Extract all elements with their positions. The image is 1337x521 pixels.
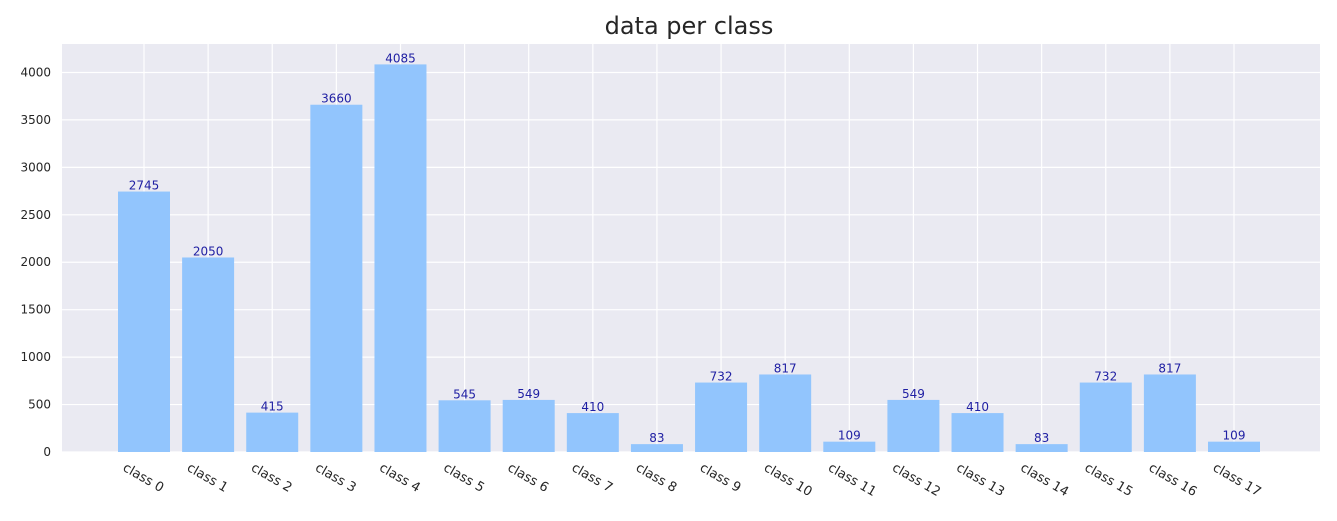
data-label: 83 (1034, 431, 1049, 445)
x-tick-label: class 7 (569, 460, 615, 495)
bar (1208, 441, 1260, 452)
y-tick-label: 1000 (20, 350, 51, 364)
x-tick-label: class 8 (633, 460, 679, 495)
x-tick-label: class 11 (825, 460, 878, 499)
data-labels: 2745 2050 415 3660 4085 545 549 410 83 732 817 109 5… (129, 51, 1246, 445)
data-label: 83 (649, 431, 664, 445)
x-tick-label: class 0 (120, 460, 166, 495)
data-label: 817 (1158, 361, 1181, 375)
bar (1079, 382, 1132, 452)
data-label: 545 (453, 387, 476, 401)
x-tick-label: class 6 (505, 460, 551, 495)
x-tick-label: class 5 (441, 460, 487, 495)
data-label: 109 (838, 429, 861, 443)
data-label: 817 (774, 361, 797, 375)
bar (182, 257, 235, 452)
bar (1143, 374, 1196, 452)
bar (438, 400, 491, 452)
y-tick-label: 4000 (20, 65, 51, 79)
x-tick-label: class 13 (954, 460, 1007, 499)
bar (502, 399, 555, 452)
x-tick-label: class 12 (889, 460, 942, 499)
y-tick-label: 3000 (20, 160, 51, 174)
y-tick-label: 2500 (20, 208, 51, 222)
bar (246, 412, 299, 452)
x-tick-label: class 10 (761, 460, 814, 499)
bar (310, 104, 363, 452)
y-tick-label: 2000 (20, 255, 51, 269)
data-label: 415 (261, 400, 284, 414)
y-tick-label: 1500 (20, 303, 51, 317)
x-tick-label: class 3 (312, 460, 358, 495)
x-tick-label: class 2 (248, 460, 294, 495)
data-label: 3660 (321, 92, 352, 106)
y-tick-label: 0 (43, 445, 51, 459)
data-label: 109 (1223, 429, 1246, 443)
x-tick-label: class 14 (1018, 460, 1071, 499)
x-tick-label: class 15 (1082, 460, 1135, 499)
bar (823, 441, 876, 452)
x-tick-label: class 16 (1146, 460, 1199, 499)
x-axis-ticks: class 0 class 1 class 2 class 3 class 4 class… (120, 460, 1263, 499)
x-tick-label: class 17 (1210, 460, 1263, 499)
data-label: 4085 (385, 51, 416, 65)
bar (630, 444, 683, 452)
bar (374, 64, 427, 453)
bar (951, 413, 1004, 452)
chart-title: data per class (605, 12, 774, 40)
bar (1015, 444, 1068, 452)
y-tick-label: 500 (28, 398, 51, 412)
y-tick-label: 3500 (20, 113, 51, 127)
data-label: 549 (517, 387, 540, 401)
data-label: 2050 (193, 244, 224, 258)
data-label: 732 (1094, 370, 1117, 384)
bar (118, 191, 170, 452)
data-label: 2745 (129, 179, 160, 193)
x-tick-label: class 1 (184, 460, 230, 495)
x-tick-label: class 9 (697, 460, 743, 495)
bar (759, 374, 812, 452)
data-label: 549 (902, 387, 925, 401)
data-label: 732 (710, 370, 733, 384)
data-label: 410 (966, 400, 989, 414)
bars (118, 64, 1260, 453)
x-tick-label: class 4 (376, 460, 422, 495)
data-label: 410 (581, 400, 604, 414)
y-axis-ticks: 0 500 1000 1500 2000 2500 3000 3500 4000 (20, 65, 51, 459)
bar (887, 399, 940, 452)
bar (695, 382, 748, 452)
bar (566, 413, 619, 452)
